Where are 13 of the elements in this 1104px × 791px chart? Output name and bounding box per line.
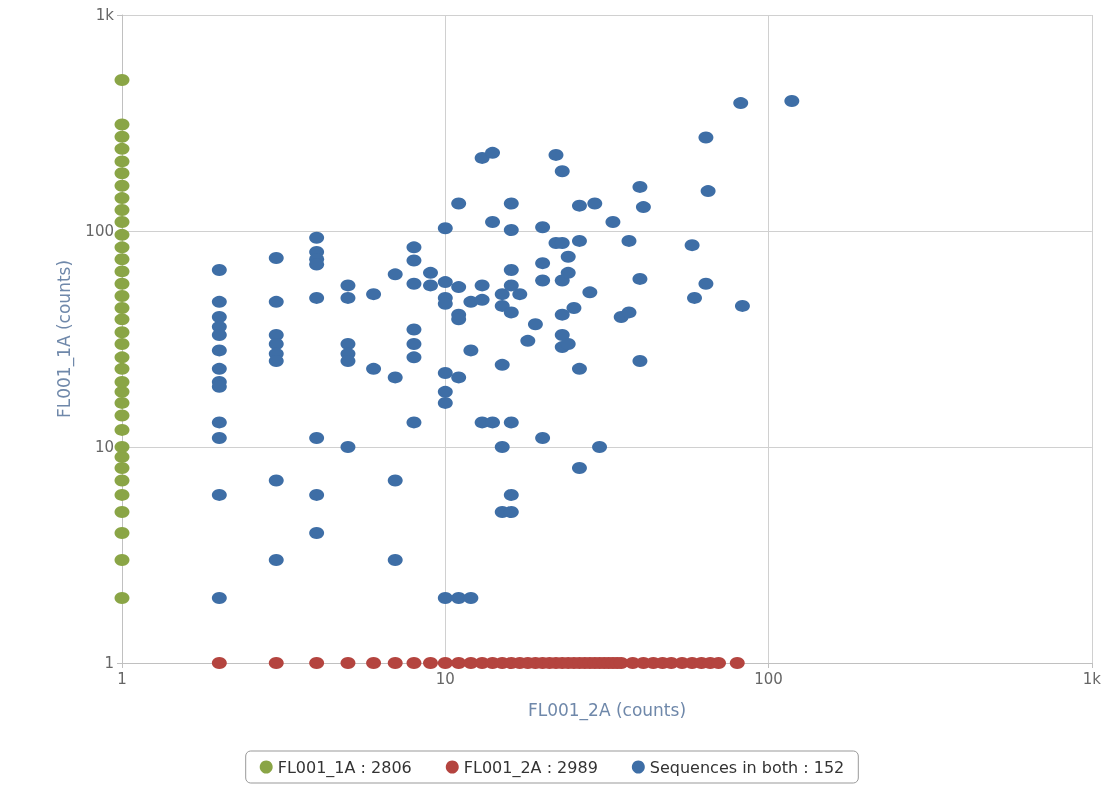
x-tick-label: 1k: [1082, 669, 1102, 688]
x-tick-label: 10: [435, 669, 455, 688]
legend-label: FL001_2A : 2989: [463, 757, 598, 778]
y-tick-label: 100: [85, 222, 114, 240]
y-tick-label: 1k: [95, 6, 115, 24]
x-tick-label: 1: [117, 669, 127, 688]
legend-label: Sequences in both : 152: [649, 757, 845, 777]
y-axis-title: FL001_1A (counts): [53, 259, 75, 419]
y-tick-label: 1: [104, 654, 114, 672]
x-axis-title: FL001_2A (counts): [527, 699, 687, 721]
legend-label: FL001_1A : 2806: [277, 757, 412, 778]
y-tick-label: 10: [94, 438, 114, 456]
x-tick-label: 100: [754, 669, 783, 688]
